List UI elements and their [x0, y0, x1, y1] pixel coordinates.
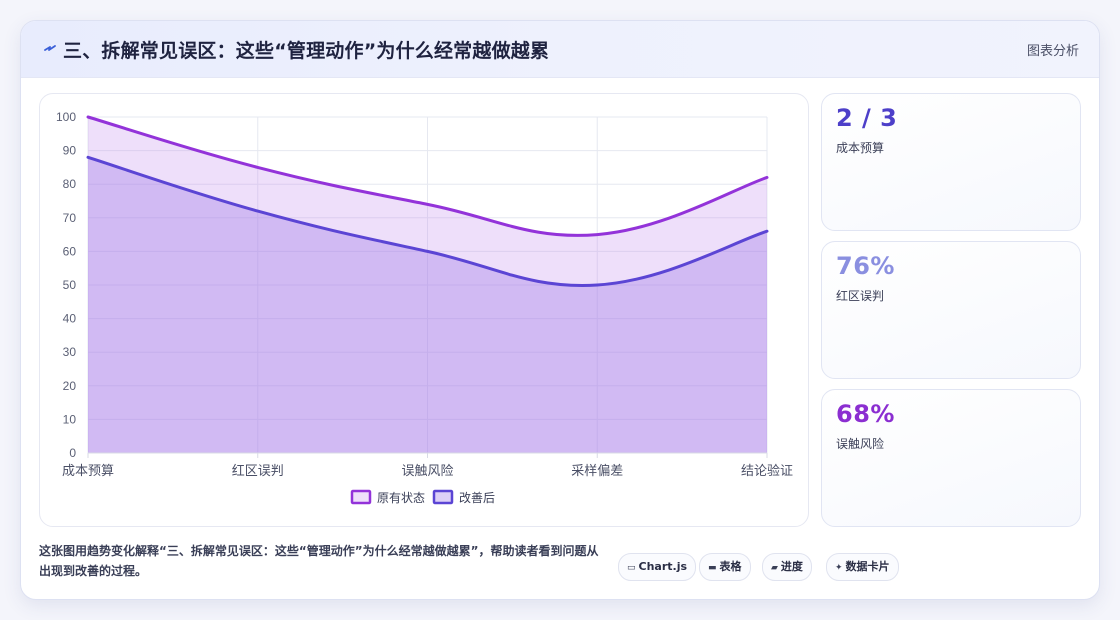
legend-swatch-1[interactable]: [432, 489, 454, 505]
y-tick-label: 30: [63, 345, 77, 359]
chip-label: 进度: [780, 560, 803, 573]
chart-panel: 0 10 20 30 40 50 60 70 80 90 100 成本预算 红区误判 误触风险 采样偏差 结论…: [39, 93, 809, 527]
legend-label-1[interactable]: 改善后: [459, 490, 495, 505]
page-title: 三、拆解常见误区：这些“管理动作”为什么经常越做越累: [63, 40, 550, 62]
y-tick-label: 100: [56, 110, 76, 124]
x-tick-label: 成本预算: [62, 464, 114, 479]
table-icon: ▬: [708, 563, 717, 573]
series-area-1: [88, 157, 767, 453]
y-tick-label: 10: [63, 412, 77, 426]
kpi-value: 76%: [836, 252, 895, 280]
kpi-label: 误触风险: [836, 437, 885, 451]
sparkle-icon: ✦: [835, 563, 843, 573]
monitor-icon: ▭: [627, 563, 636, 573]
area-chart: 0 10 20 30 40 50 60 70 80 90 100 成本预算 红区误判 误触风险 采样偏差 结论…: [56, 110, 793, 505]
kpi-card-2: 68% 误触风险: [821, 389, 1081, 527]
series-line-1: [86, 155, 769, 287]
chip-chartjs[interactable]: ▭ Chart.js: [618, 553, 697, 581]
chip-data-cards[interactable]: ✦ 数据卡片: [826, 553, 899, 581]
progress-icon: ▰: [771, 563, 778, 573]
chip-label: 数据卡片: [845, 560, 890, 573]
chip-label: Chart.js: [638, 560, 688, 573]
card-header: 三、拆解常见误区：这些“管理动作”为什么经常越做越累 图表分析: [21, 21, 1099, 78]
x-tick-label: 红区误判: [232, 463, 284, 479]
y-tick-label: 0: [69, 446, 76, 460]
chip-table[interactable]: ▬ 表格: [699, 553, 751, 581]
kpi-label: 成本预算: [836, 141, 885, 155]
y-tick-label: 40: [63, 312, 77, 326]
chip-progress[interactable]: ▰ 进度: [762, 553, 812, 581]
chip-label: 表格: [719, 560, 742, 573]
x-tick-label: 采样偏差: [571, 464, 623, 479]
chart-card: 三、拆解常见误区：这些“管理动作”为什么经常越做越累 图表分析 0 10 20 30 4…: [20, 20, 1100, 600]
kpi-card-1: 76% 红区误判: [821, 241, 1081, 379]
kpi-value: 2 / 3: [836, 104, 898, 132]
y-tick-label: 50: [63, 278, 77, 292]
legend-swatch-0[interactable]: [350, 489, 372, 505]
series-line-0: [86, 115, 769, 237]
y-tick-label: 60: [63, 244, 77, 258]
lightning-bolt-icon: [44, 45, 56, 51]
y-tick-label: 90: [63, 144, 77, 158]
kpi-label: 红区误判: [836, 289, 885, 303]
x-tick-label: 误触风险: [401, 464, 453, 479]
y-tick-label: 80: [63, 177, 77, 191]
chart-description: 这张图用趋势变化解释“三、拆解常见误区：这些“管理动作”为什么经常越做越累”，帮…: [39, 544, 599, 578]
series-area-0: [88, 117, 767, 453]
kpi-value: 68%: [836, 400, 895, 428]
legend-label-0[interactable]: 原有状态: [377, 491, 425, 505]
y-tick-label: 20: [63, 379, 77, 393]
x-tick-label: 结论验证: [741, 463, 793, 479]
kpi-card-0: 2 / 3 成本预算: [821, 93, 1081, 231]
chart-analysis-tag: 图表分析: [1026, 44, 1079, 59]
y-tick-label: 70: [63, 211, 77, 225]
